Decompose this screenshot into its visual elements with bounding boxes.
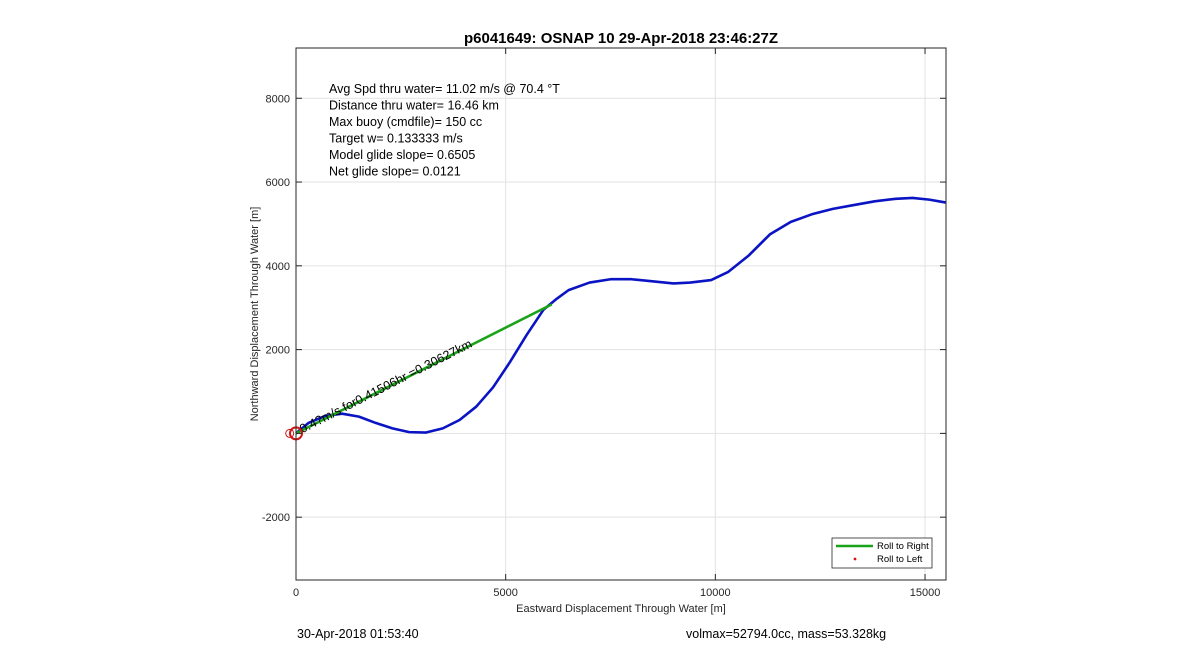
roll-right-series-line	[295, 303, 553, 435]
axes-box	[295, 47, 947, 581]
x-tick-label: 10000	[700, 587, 731, 599]
track-series-line	[295, 196, 947, 435]
glide-annotation: 0.4?m/s for0.41506hr =0.30627km	[297, 337, 474, 436]
y-tick-label: 4000	[266, 261, 290, 273]
x-tick-label: 15000	[910, 587, 941, 599]
x-tick-label: 5000	[493, 587, 517, 599]
chart-title: p6041649: OSNAP 10 29-Apr-2018 23:46:27Z	[464, 30, 778, 47]
x-tick-label: 0	[293, 587, 299, 599]
legend-box	[831, 537, 933, 569]
y-tick-label: 2000	[266, 345, 290, 357]
plot-area: 0.4?m/s for0.41506hr =0.30627km	[285, 196, 947, 441]
stats-line: Target w= 0.133333 m/s	[329, 132, 463, 146]
x-axis-ticks: 0 5000 10000 15000	[293, 48, 940, 599]
stats-text-block: Avg Spd thru water= 11.02 m/s @ 70.4 °T D…	[329, 82, 560, 179]
stats-line: Max buoy (cmdfile)= 150 cc	[329, 115, 482, 129]
stats-line: Net glide slope= 0.0121	[329, 165, 461, 179]
footer-timestamp: 30-Apr-2018 01:53:40	[297, 627, 419, 641]
y-tick-label: 8000	[266, 93, 290, 105]
y-tick-label: -2000	[262, 512, 290, 524]
footer-volmax-mass: volmax=52794.0cc, mass=53.328kg	[686, 627, 887, 641]
stats-line: Distance thru water= 16.46 km	[329, 99, 499, 113]
y-tick-label: 6000	[266, 177, 290, 189]
stats-line: Avg Spd thru water= 11.02 m/s @ 70.4 °T	[329, 82, 560, 96]
grid-lines	[295, 48, 946, 580]
legend-roll-right-label: Roll to Right	[877, 541, 929, 552]
y-axis-ticks: -2000 2000 4000 6000 8000	[262, 93, 946, 524]
legend: Roll to Right Roll to Left	[831, 537, 933, 569]
stats-line: Model glide slope= 0.6505	[329, 148, 475, 162]
roll-left-marker	[285, 428, 295, 438]
y-axis-label: Northward Displacement Through Water [m]	[249, 207, 261, 422]
legend-roll-left-swatch	[853, 557, 857, 561]
legend-roll-left-label: Roll to Left	[877, 554, 923, 565]
x-axis-label: Eastward Displacement Through Water [m]	[516, 603, 726, 615]
